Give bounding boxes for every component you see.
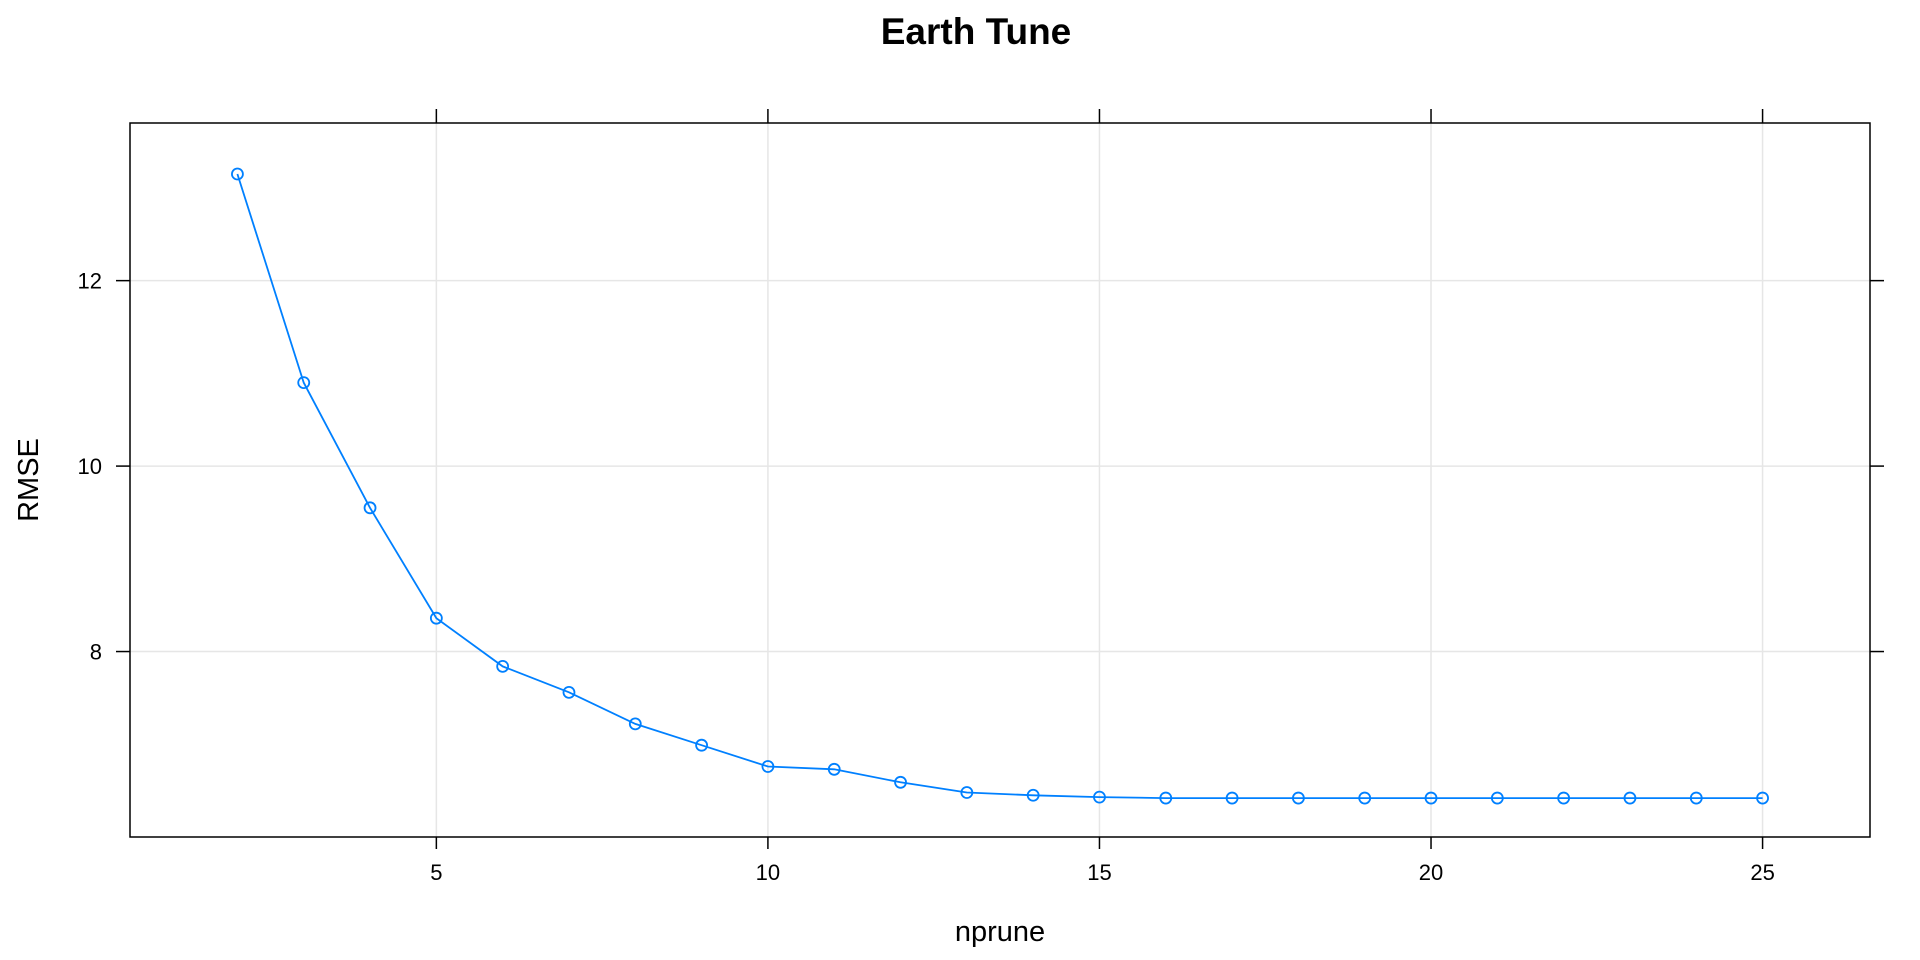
chart-title: Earth Tune [881, 11, 1072, 52]
data-point [628, 717, 642, 731]
data-point [761, 760, 775, 773]
data-point [1756, 791, 1769, 805]
data-point [960, 786, 974, 799]
axis-ticks: 5 10 15 20 25 12 10 8 [78, 109, 1884, 885]
y-tick-label: 8 [90, 640, 102, 665]
y-axis-title: RMSE [13, 438, 45, 522]
x-tick-label: 5 [430, 860, 442, 885]
data-point [1026, 788, 1040, 802]
x-tick-label: 10 [756, 860, 780, 885]
data-point [1291, 791, 1305, 805]
plot-frame [129, 122, 1871, 838]
data-point [496, 659, 510, 673]
grid [130, 123, 1870, 837]
data-point [231, 167, 244, 181]
data-point [429, 611, 443, 625]
data-point [363, 501, 377, 515]
data-point [1424, 791, 1438, 805]
data-point [297, 376, 311, 390]
data-point [1358, 791, 1372, 805]
x-tick-label: 25 [1750, 860, 1774, 885]
data-point [1093, 790, 1106, 804]
series-layer [231, 167, 1769, 805]
data-point [1490, 791, 1504, 805]
data-point [1623, 791, 1637, 805]
x-tick-label: 15 [1087, 860, 1111, 885]
data-point [1225, 791, 1239, 805]
x-axis-title: nprune [955, 916, 1045, 948]
data-point [827, 762, 841, 776]
data-point [1557, 791, 1571, 805]
data-point [562, 685, 576, 699]
data-point [1159, 791, 1173, 805]
data-point [894, 775, 907, 789]
data-point [1689, 791, 1703, 805]
series-line [236, 173, 1763, 799]
x-tick-label: 20 [1419, 860, 1443, 885]
y-tick-label: 12 [78, 269, 102, 294]
y-tick-label: 10 [78, 454, 102, 479]
data-point [695, 738, 709, 752]
